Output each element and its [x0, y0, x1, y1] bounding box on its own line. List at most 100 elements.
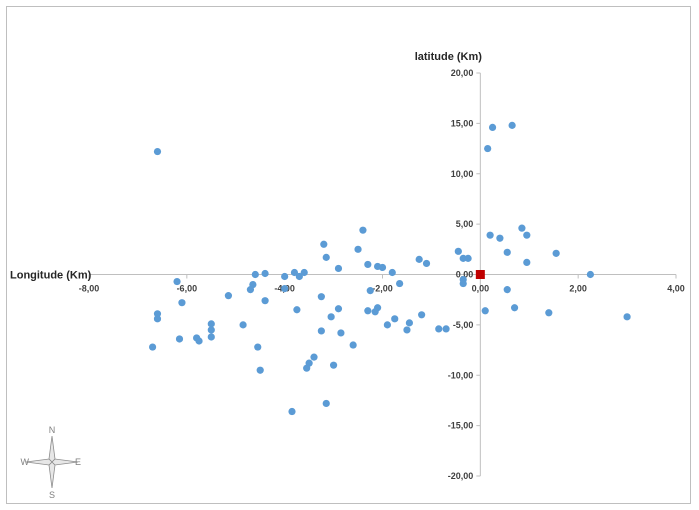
y-tick-label: -20,00	[448, 471, 474, 481]
data-point	[207, 333, 215, 341]
y-tick-label: -15,00	[448, 421, 474, 431]
y-tick-group: -20,00 -15,00 -10,00 -5,00 0,00 5,00 10,00 15,0…	[448, 68, 481, 481]
x-tick-label: 4,00	[667, 284, 685, 294]
data-point	[153, 315, 162, 323]
data-point	[310, 353, 318, 361]
data-point	[178, 299, 186, 307]
data-point	[153, 310, 162, 318]
data-point	[334, 305, 343, 313]
data-point	[388, 268, 396, 277]
x-tick-label: 2,00	[569, 284, 587, 294]
data-point	[261, 269, 269, 278]
data-point	[503, 248, 511, 256]
x-axis-title: Longitude (Km)	[10, 270, 92, 282]
compass-north-label: N	[49, 425, 56, 435]
data-point	[545, 309, 553, 317]
data-point	[239, 321, 247, 329]
data-point	[334, 264, 343, 273]
x-tick-label: 0,00	[472, 284, 490, 294]
data-point	[481, 307, 489, 315]
y-tick-label: 15,00	[451, 118, 474, 128]
data-point	[364, 307, 372, 315]
data-point	[374, 304, 382, 312]
x-tick-label: -8,00	[79, 284, 100, 294]
data-point	[396, 279, 404, 288]
chart-frame	[6, 6, 691, 504]
data-point	[523, 258, 531, 267]
data-point	[224, 292, 233, 300]
data-point	[518, 224, 526, 232]
data-point	[295, 272, 303, 281]
data-point	[454, 247, 462, 255]
data-point	[300, 268, 308, 277]
data-point	[317, 293, 325, 301]
data-point	[281, 272, 289, 281]
y-tick-label: -10,00	[448, 370, 474, 380]
data-point	[322, 399, 330, 408]
y-axis-title: latitude (Km)	[415, 51, 483, 63]
data-point	[552, 249, 560, 257]
y-tick-label: 5,00	[456, 219, 474, 229]
data-point	[303, 364, 311, 372]
data-point	[148, 343, 157, 351]
data-point	[422, 259, 431, 268]
x-tick-label: -6,00	[177, 284, 198, 294]
data-point	[405, 319, 414, 327]
data-point	[354, 245, 362, 253]
data-point	[586, 270, 594, 279]
data-point	[484, 144, 492, 153]
data-point	[153, 147, 162, 156]
y-tick-label: 20,00	[451, 68, 474, 78]
y-tick-label: 10,00	[451, 169, 474, 179]
data-point	[251, 270, 259, 279]
data-point	[317, 327, 325, 335]
data-point	[293, 306, 301, 314]
data-point	[207, 326, 215, 334]
data-point	[415, 255, 423, 263]
data-point	[337, 329, 345, 337]
data-point	[442, 325, 450, 333]
data-point	[383, 321, 391, 329]
data-point	[488, 123, 497, 132]
compass-star-icon	[25, 435, 79, 489]
data-point	[464, 254, 472, 262]
y-tick-label: 0,00	[456, 270, 474, 280]
compass-rose: N S E W	[21, 425, 82, 500]
data-point	[378, 263, 387, 272]
compass-west-label: W	[21, 457, 30, 467]
data-point	[418, 311, 426, 319]
data-point	[364, 260, 372, 269]
data-point	[508, 121, 516, 129]
x-tick-label: -2,00	[372, 284, 393, 294]
data-point	[623, 313, 631, 321]
data-point	[391, 315, 399, 323]
data-point	[486, 231, 494, 239]
data-point	[523, 231, 531, 239]
data-point	[290, 268, 299, 277]
origin-marker	[475, 270, 485, 279]
data-point	[503, 286, 511, 294]
data-point	[175, 335, 184, 343]
data-point	[359, 226, 367, 234]
data-point	[195, 337, 203, 345]
data-point	[281, 285, 289, 293]
compass-east-label: E	[75, 457, 81, 467]
data-point	[261, 297, 269, 305]
data-point	[366, 287, 374, 295]
data-point	[207, 320, 215, 328]
data-point	[510, 304, 519, 312]
data-point	[496, 234, 504, 242]
x-tick-group: -8,00-6,00-4,00-2,000,002,004,00	[79, 274, 685, 294]
compass-south-label: S	[49, 490, 55, 500]
data-point	[322, 253, 330, 261]
data-point	[254, 343, 262, 351]
data-point	[403, 326, 411, 334]
data-point	[246, 286, 255, 294]
data-point	[173, 277, 181, 286]
data-point	[327, 313, 335, 321]
data-point	[320, 240, 328, 248]
y-tick-label: -5,00	[453, 320, 474, 330]
data-point	[435, 325, 443, 333]
data-point	[329, 361, 338, 369]
